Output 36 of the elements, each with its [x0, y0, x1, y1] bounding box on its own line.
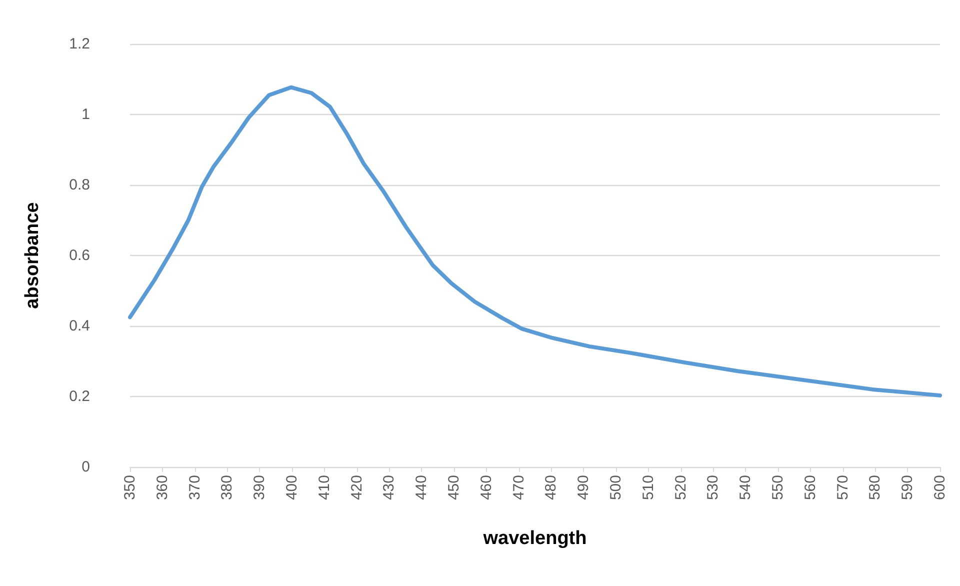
x-tick-label: 480: [542, 475, 560, 500]
x-tick-label: 420: [348, 475, 366, 500]
x-tick-label: 360: [154, 475, 171, 500]
x-tick-label: 590: [899, 475, 916, 500]
x-tick-label: 520: [672, 475, 690, 500]
line-series: [128, 85, 942, 398]
x-tick-label: 490: [575, 475, 592, 500]
x-tick-label: 370: [186, 475, 204, 500]
x-tick-label: 570: [834, 475, 852, 500]
x-tick-label: 560: [802, 475, 819, 500]
x-tick-label: 470: [510, 475, 528, 500]
y-tick-label: 0.8: [69, 176, 90, 194]
x-tick-label: 380: [218, 475, 236, 500]
x-tick-label: 410: [316, 475, 333, 500]
x-tick-label: 460: [478, 475, 495, 500]
x-tick-label: 450: [446, 475, 462, 500]
y-tick-label: 0.2: [69, 388, 90, 405]
y-tick-label: 1.2: [69, 36, 90, 52]
x-tick-label: 500: [608, 475, 624, 500]
x-tick-label: 350: [122, 475, 138, 500]
x-tick-label: 600: [932, 475, 948, 500]
y-tick-label: 0.4: [69, 318, 90, 334]
x-tick-label: 540: [737, 475, 754, 500]
x-tick-label: 580: [866, 475, 884, 500]
x-tick-label: 430: [380, 475, 398, 500]
x-tick-label: 530: [704, 475, 722, 500]
y-tick-label: 0.6: [69, 247, 90, 264]
y-axis-title: absorbance: [22, 202, 43, 309]
x-tick-label: 400: [284, 475, 300, 500]
y-tick-label: 1: [82, 106, 90, 123]
x-tick-label: 550: [770, 475, 786, 500]
y-tick-label: 0: [82, 458, 90, 476]
x-axis-title: wavelength: [482, 528, 587, 549]
x-tick-label: 390: [251, 475, 268, 500]
x-tick-label: 440: [413, 475, 430, 500]
x-tick-label: 510: [640, 475, 657, 500]
